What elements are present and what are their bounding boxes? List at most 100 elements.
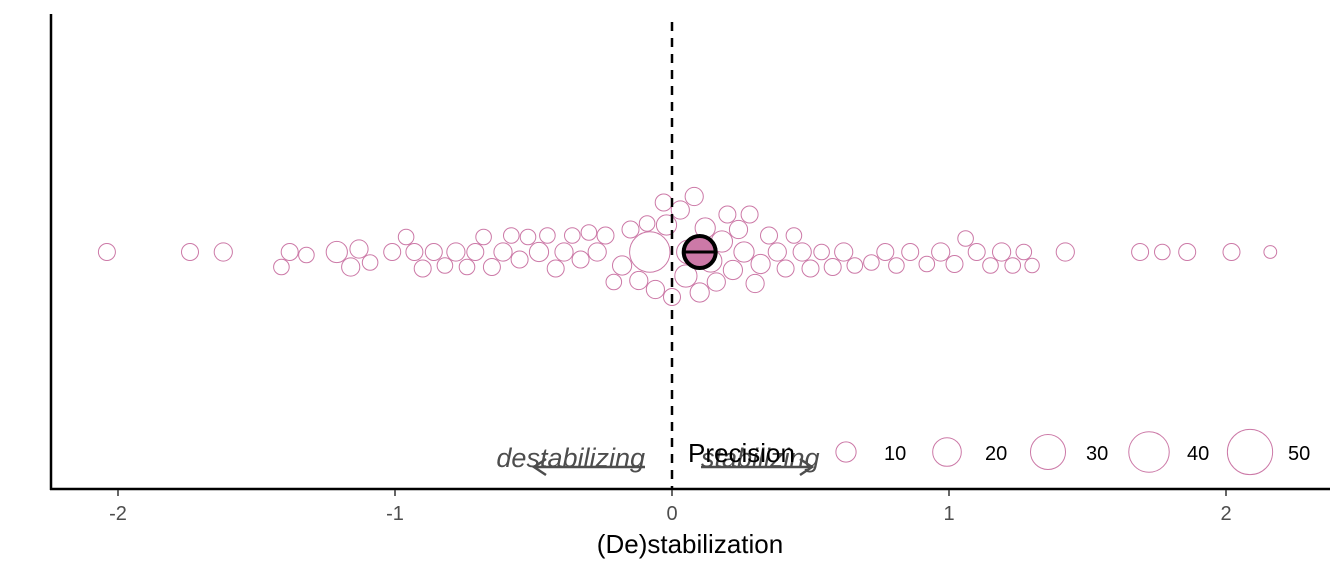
data-point: [383, 243, 402, 261]
data-point: [792, 242, 812, 262]
data-point: [424, 243, 443, 261]
data-point: [654, 193, 673, 212]
data-point: [785, 227, 803, 244]
legend-label: 30: [1086, 443, 1108, 465]
data-point: [760, 226, 778, 245]
data-point: [1015, 243, 1033, 261]
x-tick-label: -2: [109, 503, 127, 525]
precision-legend: Precision 10 20 30 40 50: [688, 428, 1310, 476]
data-point: [888, 257, 905, 274]
x-axis-title: (De)stabilization: [597, 529, 783, 559]
data-point: [918, 255, 936, 273]
x-ticks: -2 -1 0 1 2: [109, 490, 1232, 525]
data-point: [982, 257, 999, 274]
data-point: [728, 219, 749, 240]
data-point: [846, 257, 864, 274]
data-point: [629, 270, 649, 291]
data-point: [863, 254, 880, 271]
data-point: [638, 215, 656, 232]
legend-key: [1128, 431, 1170, 473]
destabilizing-arrow: [531, 457, 645, 477]
data-point: [397, 228, 415, 246]
data-point: [706, 272, 726, 292]
data-point: [967, 243, 986, 261]
data-point: [519, 228, 537, 246]
data-point: [503, 227, 520, 244]
data-point: [750, 253, 771, 275]
legend-label: 40: [1187, 443, 1209, 465]
x-tick-label: 0: [666, 503, 677, 525]
legend-key: [932, 437, 962, 467]
data-point: [655, 214, 678, 236]
stabilizing-arrow: [701, 457, 815, 477]
data-point: [436, 257, 454, 274]
data-point: [957, 230, 974, 247]
data-point: [813, 243, 830, 261]
points-layer: [97, 186, 1278, 306]
data-point: [482, 258, 501, 276]
data-point: [181, 243, 199, 261]
data-point: [801, 259, 820, 278]
data-point: [876, 243, 895, 261]
data-point: [554, 242, 574, 262]
data-point: [733, 241, 755, 263]
data-point: [945, 255, 964, 273]
data-point: [1178, 243, 1197, 261]
data-point: [580, 224, 598, 241]
data-point: [466, 243, 485, 261]
x-tick-label: 2: [1220, 503, 1231, 525]
legend-key: [835, 441, 857, 463]
stabilizing-annotation: stabilizing: [701, 443, 820, 477]
data-point: [674, 264, 698, 288]
data-point: [834, 242, 854, 262]
data-point: [1024, 257, 1040, 274]
data-point: [273, 258, 290, 276]
legend-key: [1029, 433, 1067, 471]
data-point: [605, 273, 623, 291]
x-tick-label: -1: [386, 503, 404, 525]
data-point: [901, 243, 920, 261]
data-point: [823, 258, 842, 276]
destabilizing-annotation: destabilizing: [496, 443, 645, 477]
data-point: [510, 250, 529, 269]
data-point: [1263, 245, 1278, 259]
data-point: [629, 231, 671, 273]
data-point: [1055, 242, 1075, 262]
data-point: [776, 259, 795, 278]
data-point: [564, 227, 581, 244]
data-point: [361, 254, 379, 271]
data-point: [1131, 243, 1150, 261]
data-point: [475, 228, 492, 246]
data-point: [1004, 257, 1022, 274]
x-tick-label: 1: [943, 503, 954, 525]
data-point: [539, 227, 556, 244]
destabilizing-label: destabilizing: [496, 443, 645, 473]
data-point: [740, 205, 759, 224]
data-point: [612, 255, 633, 276]
data-point: [446, 242, 466, 262]
data-point: [992, 242, 1012, 262]
legend-label: 50: [1288, 443, 1310, 465]
data-point: [684, 186, 704, 207]
data-point: [458, 258, 476, 276]
data-point: [405, 243, 424, 261]
legend-label: 20: [985, 443, 1007, 465]
data-point: [745, 273, 765, 294]
data-point: [621, 220, 640, 239]
legend-key: [1226, 428, 1274, 476]
data-point: [493, 242, 513, 262]
data-point: [931, 242, 951, 262]
data-point: [596, 226, 615, 245]
data-point: [670, 200, 690, 220]
legend-label: 10: [884, 443, 906, 465]
data-point: [528, 241, 550, 263]
data-point: [1222, 243, 1241, 261]
data-point: [97, 243, 116, 261]
data-point: [587, 242, 607, 262]
data-point: [689, 282, 710, 303]
data-point: [767, 242, 787, 262]
legend-title: Precision: [688, 438, 795, 468]
data-point: [213, 242, 233, 262]
data-point: [718, 205, 737, 224]
